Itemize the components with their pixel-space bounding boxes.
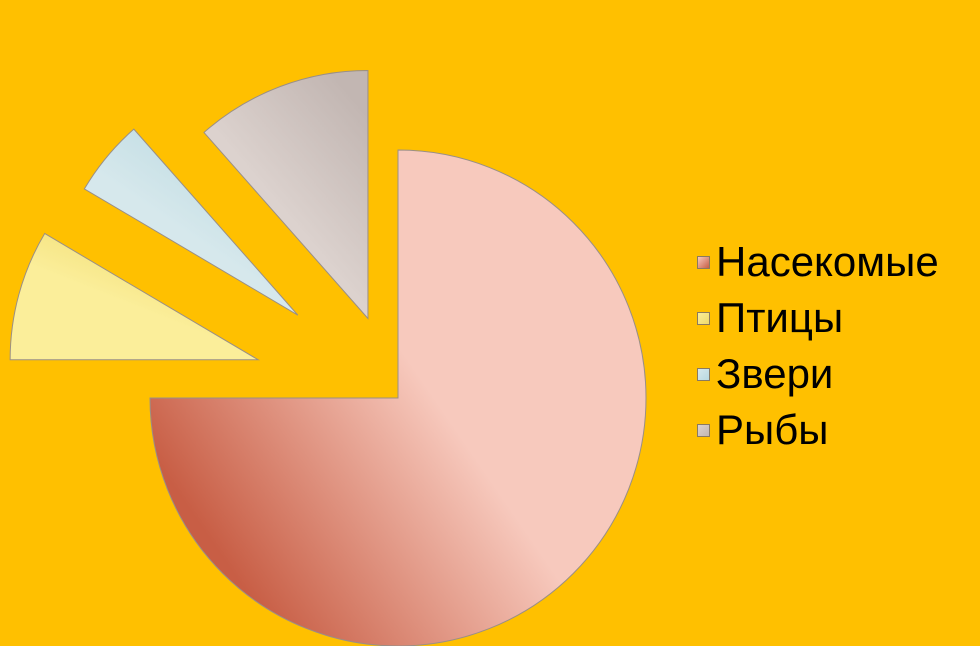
legend-swatch: [697, 367, 710, 381]
pie-slice-1: [9, 232, 260, 361]
legend-item: Насекомые: [697, 234, 939, 290]
pie-slice-3: [203, 69, 369, 320]
legend-label: Птицы: [716, 294, 844, 341]
legend-item: Звери: [697, 346, 939, 402]
chart-legend: Насекомые Птицы Звери Рыбы: [697, 234, 939, 458]
legend-item: Рыбы: [697, 402, 939, 458]
pie-slice-2: [83, 128, 299, 316]
legend-label: Звери: [716, 350, 834, 397]
legend-label: Насекомые: [716, 238, 939, 285]
legend-swatch: [697, 255, 710, 269]
legend-swatch: [697, 423, 710, 437]
legend-item: Птицы: [697, 290, 939, 346]
legend-label: Рыбы: [716, 406, 829, 453]
legend-swatch: [697, 311, 710, 325]
pie-slice-0: [149, 149, 647, 646]
